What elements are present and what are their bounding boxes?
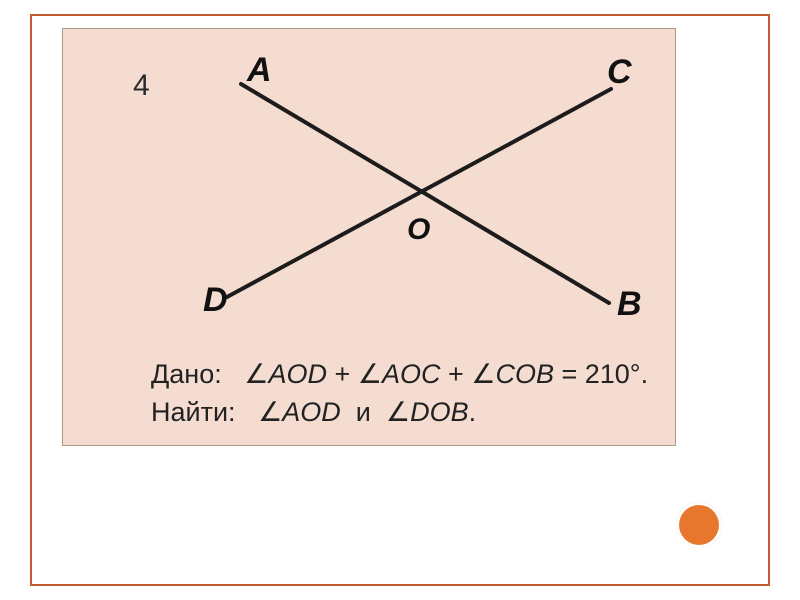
find-prefix: Найти: (151, 397, 236, 427)
geometry-card: 4 A C O D B Дано: ∠AOD + ∠AOC + ∠COB = 2… (62, 28, 676, 446)
accent-dot-icon (676, 502, 722, 548)
point-label-b: B (617, 285, 642, 324)
point-label-o: O (407, 213, 430, 247)
point-label-d: D (203, 281, 228, 320)
given-expression: ∠AOD + ∠AOC + ∠COB = 210°. (244, 359, 648, 389)
find-expression: ∠AOD и ∠DOB. (258, 397, 476, 427)
given-prefix: Дано: (151, 359, 222, 389)
point-label-c: C (607, 53, 632, 92)
problem-number: 4 (133, 69, 150, 103)
given-text: Дано: ∠AOD + ∠AOC + ∠COB = 210°. (151, 359, 648, 390)
point-label-a: A (247, 51, 272, 90)
find-text: Найти: ∠AOD и ∠DOB. (151, 397, 476, 428)
